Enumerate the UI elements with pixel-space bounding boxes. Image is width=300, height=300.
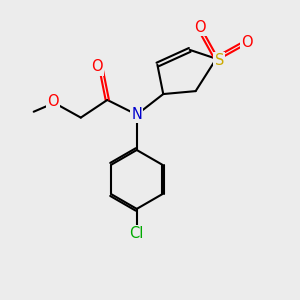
Text: N: N xyxy=(131,107,142,122)
Text: O: O xyxy=(242,35,253,50)
Text: O: O xyxy=(194,20,206,35)
Text: O: O xyxy=(91,59,103,74)
Text: S: S xyxy=(214,53,224,68)
Text: O: O xyxy=(47,94,58,109)
Text: Cl: Cl xyxy=(130,226,144,241)
